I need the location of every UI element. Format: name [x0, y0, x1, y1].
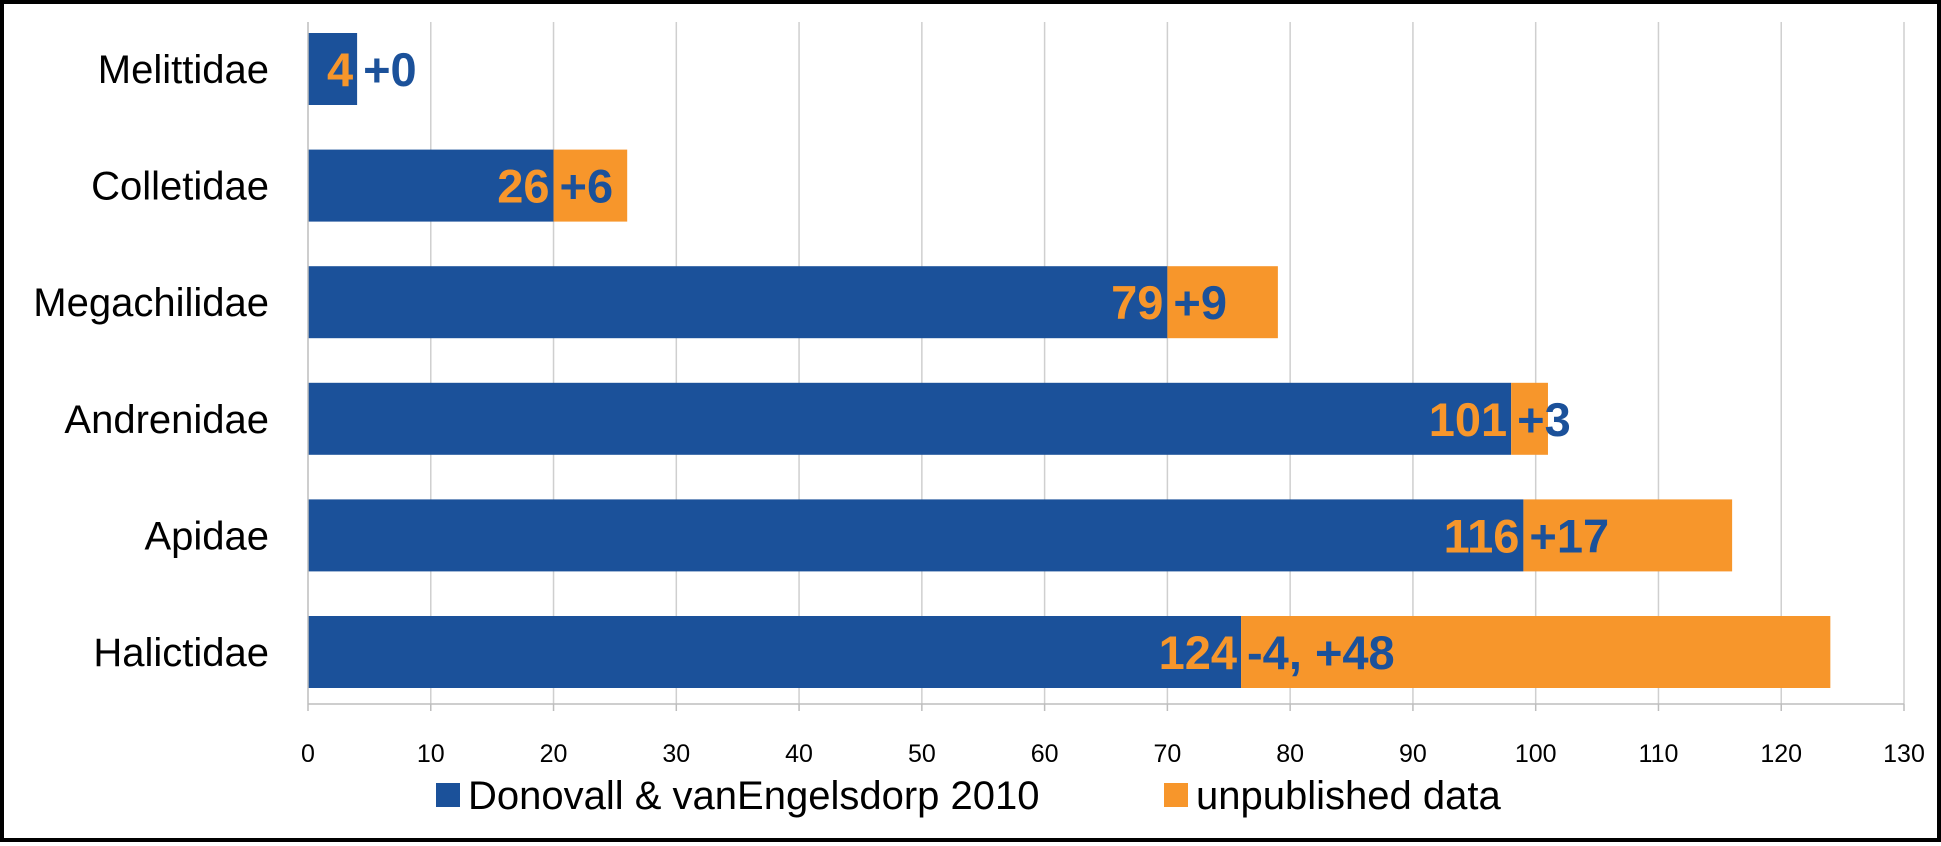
bar-megachilidae-unpublished	[1167, 266, 1278, 339]
bar-apidae-unpublished	[1523, 499, 1733, 572]
category-label: Halictidae	[93, 631, 269, 675]
change-label: +0	[363, 43, 417, 96]
change-label: +17	[1529, 509, 1609, 562]
bar-andrenidae-published	[308, 382, 1512, 455]
x-tick-label: 70	[1153, 740, 1181, 768]
legend-swatch-unpublished	[1164, 783, 1188, 807]
total-label: 4	[327, 43, 353, 96]
x-tick-label: 100	[1515, 740, 1557, 768]
legend-label-published: Donovall & vanEngelsdorp 2010	[468, 774, 1040, 818]
x-tick-label: 80	[1276, 740, 1304, 768]
x-tick-label: 60	[1031, 740, 1059, 768]
bar-apidae-published	[308, 499, 1524, 572]
x-tick-label: 30	[662, 740, 690, 768]
bar-chart: 0 10 20 30 40 50 60 70 80 90 100 110 120 130 Melittid…	[33, 22, 1925, 818]
bar-halictidae-unpublished	[1241, 616, 1831, 688]
x-tick-label: 0	[301, 740, 315, 768]
category-label: Apidae	[144, 514, 269, 558]
x-tick-label: 90	[1399, 740, 1427, 768]
change-label: +6	[560, 160, 614, 213]
total-label: 101	[1429, 393, 1507, 446]
bar-melittidae-published	[308, 33, 358, 105]
legend: Donovall & vanEngelsdorp 2010 unpublished…	[436, 774, 1501, 818]
bar-andrenidae-unpublished	[1511, 382, 1548, 455]
bar-megachilidae-published	[308, 266, 1168, 339]
total-label: 26	[497, 160, 549, 213]
change-label: +3	[1517, 393, 1571, 446]
change-label: +9	[1173, 276, 1227, 329]
bar-colletidae-unpublished	[553, 149, 628, 222]
change-label: -4, +48	[1247, 626, 1395, 679]
x-tick-label: 130	[1883, 740, 1925, 768]
total-label: 116	[1444, 509, 1520, 562]
x-tick-label: 120	[1760, 740, 1802, 768]
legend-label-unpublished: unpublished data	[1196, 774, 1501, 818]
x-tick-label: 10	[417, 740, 445, 768]
total-label: 79	[1111, 276, 1163, 329]
x-axis: 0 10 20 30 40 50 60 70 80 90 100 110 120 130	[301, 22, 1925, 768]
bar-halictidae-published	[308, 616, 1242, 688]
x-tick-label: 50	[908, 740, 936, 768]
category-label: Andrenidae	[64, 398, 269, 442]
legend-swatch-published	[436, 783, 460, 807]
category-labels: Melittidae Colletidae Megachilidae Andrenid…	[33, 48, 269, 675]
category-label: Megachilidae	[33, 281, 269, 325]
gridlines	[430, 22, 1905, 704]
x-tick-label: 110	[1639, 740, 1679, 768]
category-label: Colletidae	[91, 165, 269, 209]
category-label: Melittidae	[98, 48, 269, 92]
total-label: 124	[1159, 626, 1237, 679]
bar-colletidae-published	[308, 149, 554, 222]
x-tick-label: 20	[540, 740, 568, 768]
data-labels: 4 +0 26 +6 79 +9 101 +3 116 +17 124 -4, +48	[327, 43, 1609, 679]
bars	[308, 33, 1831, 688]
x-tick-label: 40	[785, 740, 813, 768]
